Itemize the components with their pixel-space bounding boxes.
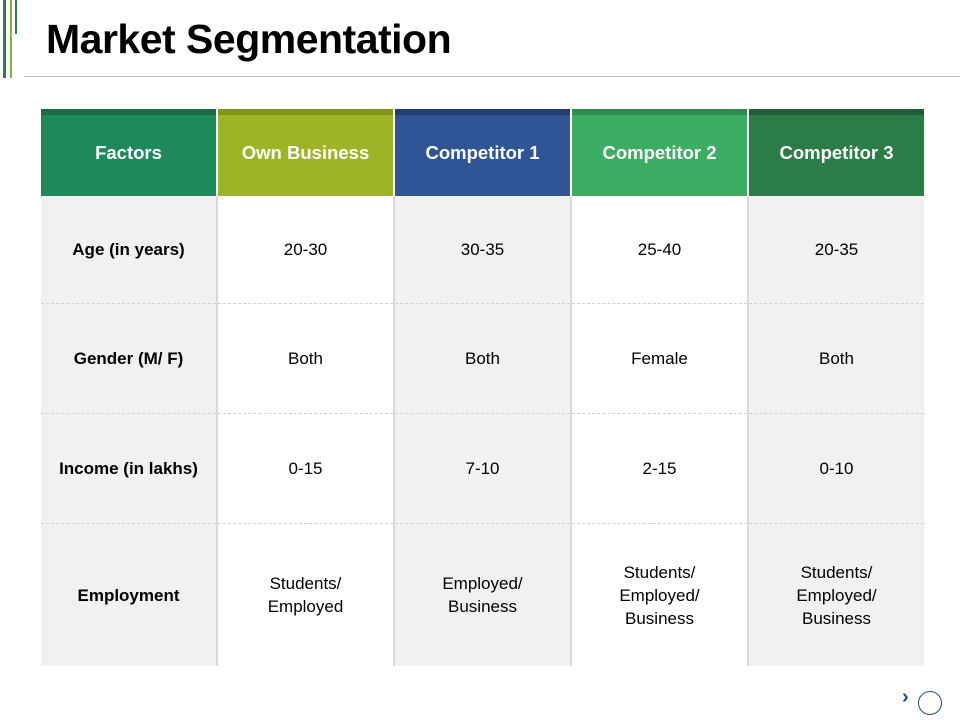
table-cell: Students/ Employed: [217, 523, 395, 666]
header-row: Factors Own Business Competitor 1 Compet…: [41, 109, 924, 196]
table-row: Income (in lakhs) 0-15 7-10 2-15 0-10: [41, 413, 924, 524]
chevron-right-icon[interactable]: ›: [902, 686, 909, 708]
header-own-business: Own Business: [217, 109, 395, 196]
nav-circle-icon[interactable]: [918, 691, 942, 715]
table-cell: Female: [571, 303, 749, 414]
table-cell: 0-10: [748, 413, 924, 524]
row-factor: Employment: [41, 523, 218, 666]
table-cell: 30-35: [394, 196, 572, 304]
header-factors: Factors: [41, 109, 218, 196]
segmentation-table: Factors Own Business Competitor 1 Compet…: [41, 109, 924, 666]
row-factor: Age (in years): [41, 196, 218, 304]
table-row: Employment Students/ Employed Employed/ …: [41, 523, 924, 666]
table-cell: Employed/ Business: [394, 523, 572, 666]
table-cell: Both: [217, 303, 395, 414]
row-factor: Income (in lakhs): [41, 413, 218, 524]
table-cell: 7-10: [394, 413, 572, 524]
table-row: Gender (M/ F) Both Both Female Both: [41, 303, 924, 414]
page-title: Market Segmentation: [46, 16, 452, 62]
table-cell: 25-40: [571, 196, 749, 304]
table-cell: Students/ Employed/ Business: [571, 523, 749, 666]
accent-bar: [10, 0, 12, 78]
row-factor: Gender (M/ F): [41, 303, 218, 414]
table-cell: Both: [748, 303, 924, 414]
title-divider: [24, 76, 960, 77]
table-cell: Students/ Employed/ Business: [748, 523, 924, 666]
table-cell: 2-15: [571, 413, 749, 524]
table-cell: 0-15: [217, 413, 395, 524]
table-row: Age (in years) 20-30 30-35 25-40 20-35: [41, 196, 924, 304]
accent-bar: [3, 0, 6, 78]
table-cell: 20-35: [748, 196, 924, 304]
header-competitor-3: Competitor 3: [748, 109, 924, 196]
header-competitor-1: Competitor 1: [394, 109, 572, 196]
table-cell: 20-30: [217, 196, 395, 304]
header-competitor-2: Competitor 2: [571, 109, 749, 196]
table-cell: Both: [394, 303, 572, 414]
accent-bar: [15, 0, 17, 34]
